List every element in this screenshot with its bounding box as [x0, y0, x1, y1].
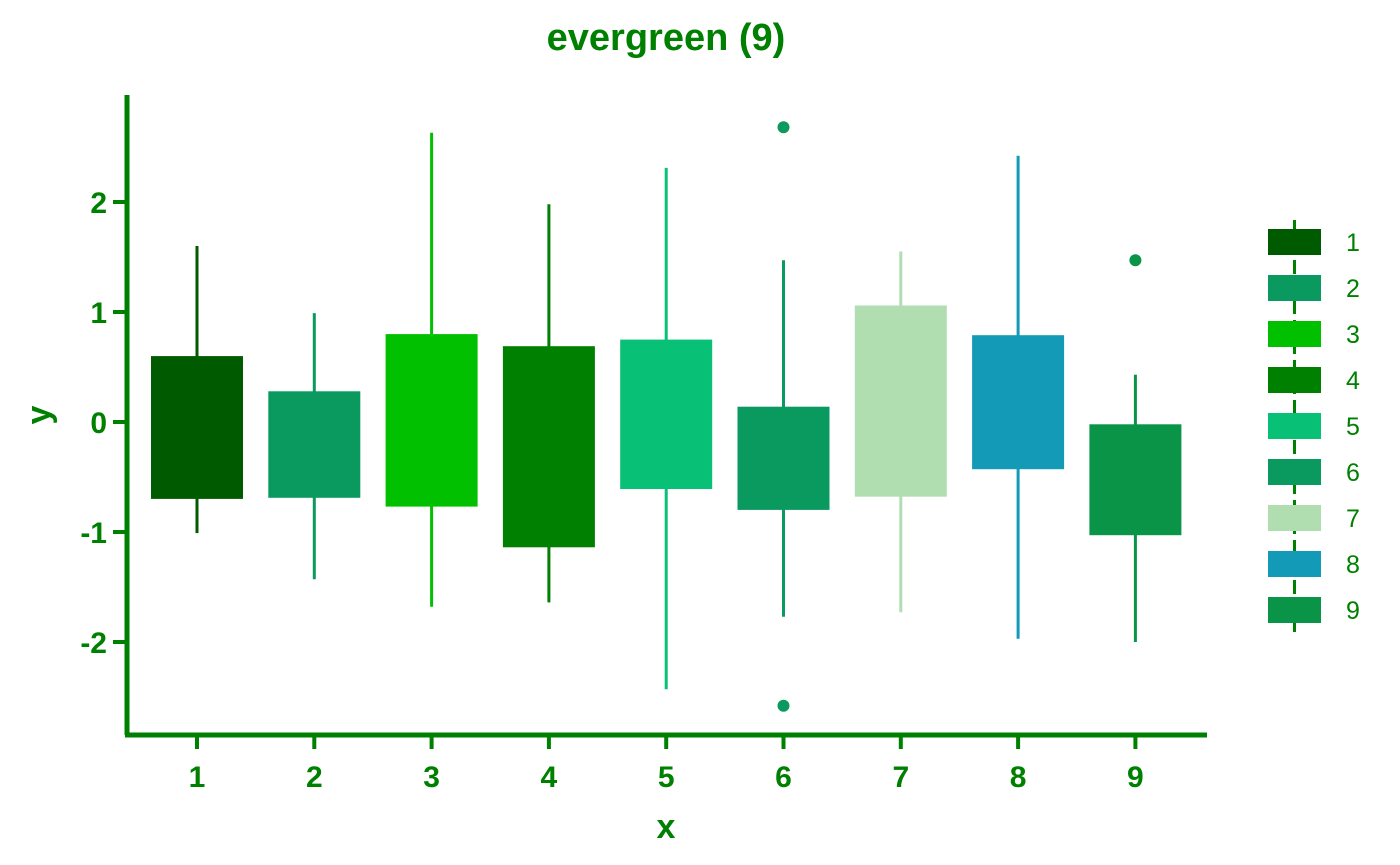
legend-item-8: 8: [1268, 551, 1360, 579]
y-tick-label: 1: [90, 297, 107, 330]
legend-item-7: 7: [1268, 505, 1360, 533]
box-body: [854, 305, 947, 497]
box-2: [268, 313, 361, 580]
box-7: [854, 251, 947, 613]
box-body: [385, 334, 478, 507]
box-body: [268, 391, 361, 498]
x-tick-label: 8: [1010, 761, 1027, 794]
legend-item-6: 6: [1268, 459, 1360, 487]
x-tick-label: 4: [541, 761, 558, 794]
outlier-point: [777, 699, 790, 712]
legend-label: 7: [1346, 505, 1360, 533]
box-body: [151, 356, 243, 499]
legend-swatch: [1268, 367, 1321, 393]
x-tick-label: 1: [189, 761, 206, 794]
y-axis-label: y: [20, 405, 58, 424]
legend-item-5: 5: [1268, 413, 1360, 441]
legend-item-4: 4: [1268, 367, 1360, 395]
box-8: [972, 155, 1065, 639]
legend-swatch: [1268, 505, 1321, 531]
chart-title: evergreen (9): [547, 17, 786, 59]
legend-item-1: 1: [1268, 229, 1360, 257]
legend-label: 1: [1346, 229, 1360, 257]
legend-item-9: 9: [1268, 597, 1360, 625]
box-body: [972, 335, 1065, 470]
box-1: [151, 246, 243, 534]
x-tick-label: 7: [892, 761, 909, 794]
legend-label: 5: [1346, 413, 1360, 441]
y-tick-label: 0: [90, 407, 107, 440]
box-6: [737, 121, 830, 712]
legend-label: 4: [1346, 367, 1360, 395]
box-body: [1089, 424, 1182, 536]
legend-swatch: [1268, 459, 1321, 485]
legend-swatch: [1268, 551, 1321, 577]
y-tick-label: 2: [90, 187, 107, 220]
x-tick-label: 9: [1127, 761, 1144, 794]
legend-label: 2: [1346, 275, 1360, 303]
legend: 1 2 3 4 5 6 7 8 9: [1268, 220, 1360, 632]
legend-item-2: 2: [1268, 275, 1360, 303]
x-tick-label: 5: [658, 761, 675, 794]
legend-swatch: [1268, 229, 1321, 255]
y-tick-label: -2: [80, 627, 107, 660]
legend-label: 6: [1346, 459, 1360, 487]
box-body: [502, 346, 595, 548]
legend-swatch: [1268, 275, 1321, 301]
x-tick-label: 3: [423, 761, 440, 794]
box-3: [385, 132, 478, 607]
outlier-point: [777, 121, 790, 134]
box-5: [620, 167, 713, 690]
x-tick-label: 2: [306, 761, 323, 794]
box-9: [1089, 254, 1182, 642]
legend-swatch: [1268, 597, 1321, 623]
outlier-point: [1129, 254, 1142, 267]
box-4: [502, 204, 595, 603]
axes-layer: -2 -1 0 1 2 1 2 3 4 5 6 7 8 9: [80, 95, 1207, 794]
x-axis-label: x: [657, 808, 676, 846]
box-body: [737, 406, 830, 510]
legend-swatch: [1268, 413, 1321, 439]
legend-label: 3: [1346, 321, 1360, 349]
box-body: [620, 339, 713, 489]
legend-item-3: 3: [1268, 321, 1360, 349]
y-tick-label: -1: [80, 517, 107, 550]
legend-swatch: [1268, 321, 1321, 347]
legend-label: 9: [1346, 597, 1360, 625]
legend-label: 8: [1346, 551, 1360, 579]
x-tick-label: 6: [775, 761, 792, 794]
boxes-layer: [151, 121, 1182, 712]
